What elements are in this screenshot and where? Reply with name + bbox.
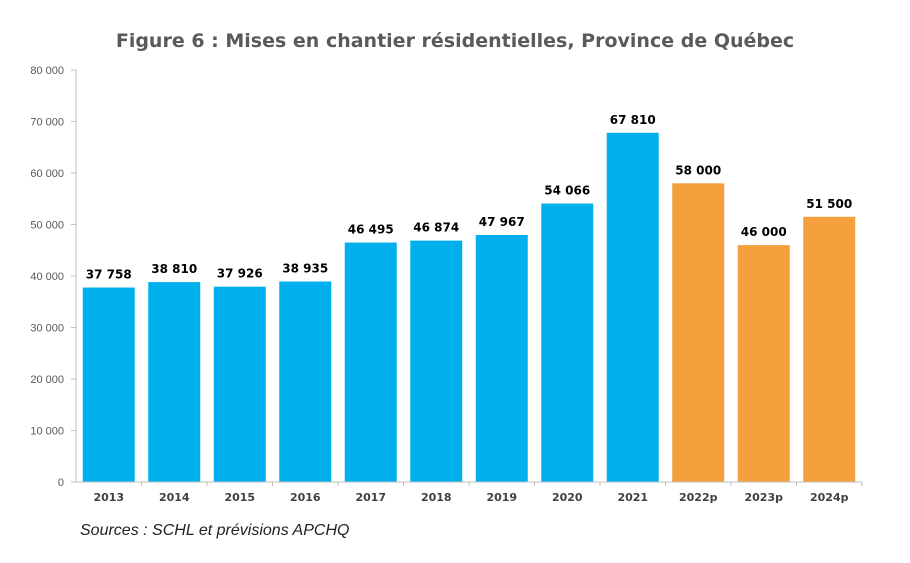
x-tick-label: 2021 (617, 491, 648, 504)
data-label: 37 926 (217, 267, 263, 281)
y-tick-label: 0 (58, 477, 64, 489)
bar-2015 (213, 286, 266, 482)
y-tick-label: 20 000 (30, 374, 64, 386)
data-label: 67 810 (610, 113, 656, 127)
bar-2021 (606, 132, 659, 482)
bar-2017 (344, 242, 397, 482)
bar-2022p (672, 183, 725, 483)
y-tick-label: 60 000 (30, 168, 64, 180)
data-label: 38 810 (151, 262, 197, 276)
source-note: Sources : SCHL et prévisions APCHQ (80, 522, 350, 539)
chart-title: Figure 6 : Mises en chantier résidentiel… (115, 30, 795, 52)
data-label: 37 758 (86, 268, 132, 282)
y-tick-label: 80 000 (30, 65, 64, 77)
x-tick-label: 2024p (810, 491, 849, 504)
bar-2020 (541, 203, 594, 482)
data-label: 46 495 (348, 223, 394, 237)
x-tick-label: 2013 (93, 491, 124, 504)
data-label: 51 500 (806, 197, 852, 211)
bar-2016 (279, 281, 332, 482)
y-tick-label: 10 000 (30, 426, 64, 438)
bars (82, 132, 856, 483)
x-tick-label: 2018 (421, 491, 452, 504)
bar-2023p (737, 245, 790, 482)
x-tick-label: 2015 (224, 491, 255, 504)
bar-2014 (148, 282, 201, 482)
x-tick-label: 2019 (486, 491, 517, 504)
x-tick-label: 2017 (355, 491, 386, 504)
data-label: 46 874 (413, 221, 459, 235)
y-tick-label: 40 000 (30, 271, 64, 283)
x-tick-label: 2023p (745, 491, 784, 504)
x-tick-label: 2014 (159, 491, 190, 504)
data-label: 54 066 (544, 184, 590, 198)
x-tick-label: 2016 (290, 491, 321, 504)
y-tick-label: 30 000 (30, 323, 64, 335)
data-label: 38 935 (282, 261, 328, 275)
data-label: 58 000 (675, 163, 721, 177)
y-axis: 0 10 000 20 000 30 000 40 000 50 000 60 000 70 … (30, 65, 77, 489)
y-tick-label: 50 000 (30, 220, 64, 232)
data-label: 46 000 (741, 225, 787, 239)
x-tick-label: 2022p (679, 491, 718, 504)
x-axis: 2013 2014 2015 2016 2017 2018 2019 2020 2021 2022… (76, 481, 863, 504)
data-labels: 37 758 38 810 37 926 38 935 46 495 46 874 47 9… (86, 113, 852, 282)
y-tick-label: 70 000 (30, 117, 64, 129)
bar-2018 (410, 240, 463, 482)
x-tick-label: 2020 (552, 491, 583, 504)
bar-2024p (803, 216, 856, 482)
data-label: 47 967 (479, 215, 525, 229)
bar-2013 (82, 287, 135, 482)
bar-2019 (475, 234, 528, 482)
